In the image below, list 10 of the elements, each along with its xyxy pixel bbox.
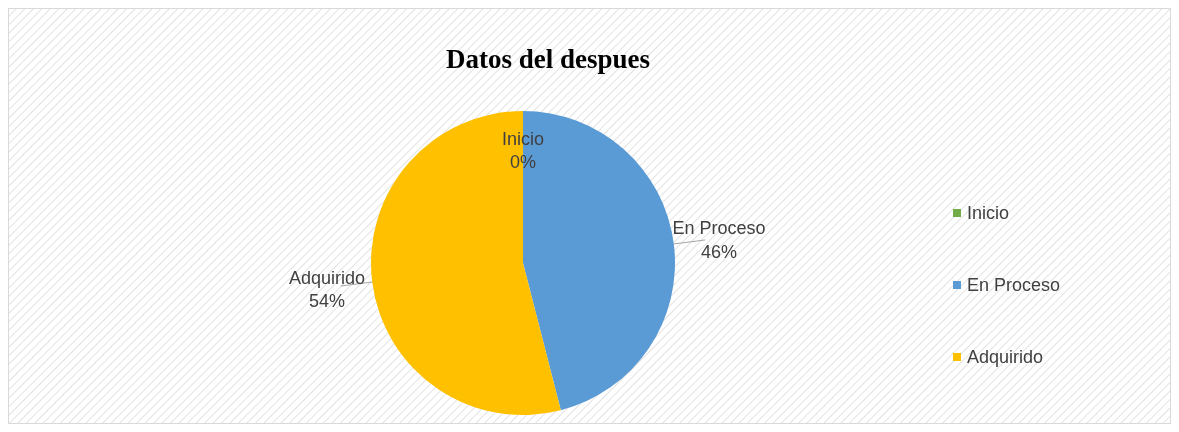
slice-label: Adquirido — [288, 267, 365, 288]
data-label: 54% — [308, 291, 345, 312]
pie-slice — [371, 111, 561, 415]
text: 0% — [509, 152, 537, 173]
chart-title: Datos del despues — [445, 44, 651, 74]
legend-label: En Proceso — [967, 274, 1061, 295]
legend-label: Inicio — [967, 202, 1010, 223]
slice-label: En Proceso — [672, 218, 766, 239]
legend-label: Adquirido — [967, 346, 1044, 367]
data-label: 46% — [701, 241, 738, 262]
